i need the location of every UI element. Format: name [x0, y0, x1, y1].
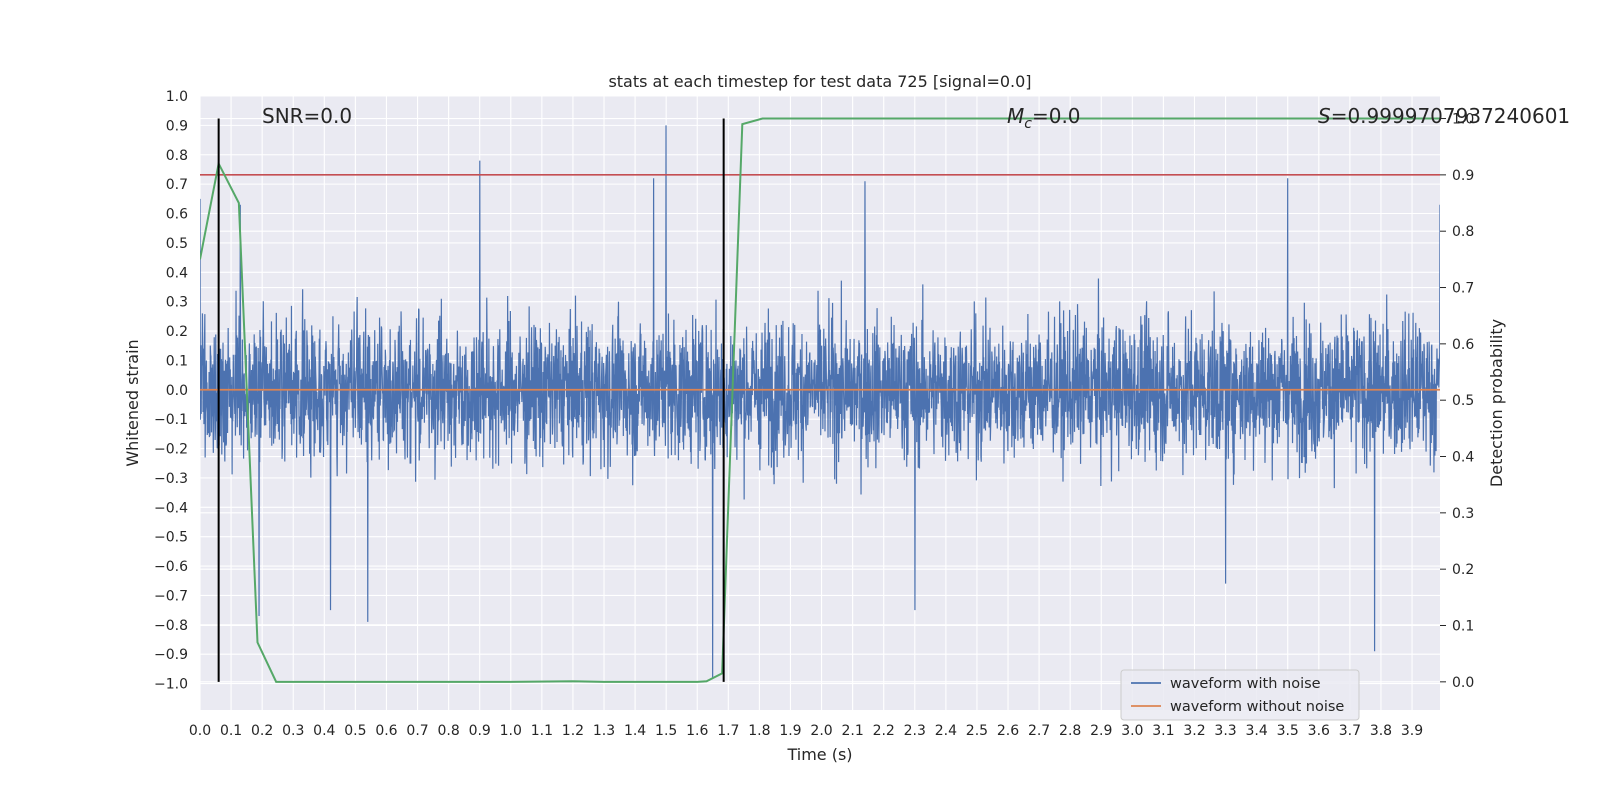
x-tick-label: 0.7: [406, 723, 428, 739]
x-tick-label: 1.1: [531, 723, 553, 739]
x-tick-label: 3.7: [1339, 723, 1361, 739]
x-tick-label: 2.0: [810, 723, 832, 739]
y-tick-label: −0.7: [154, 588, 188, 604]
y2-tick-label: 0.8: [1452, 224, 1474, 240]
chirp-mass-annotation: Mc=0.0: [1007, 104, 1081, 132]
x-tick-label: 3.8: [1370, 723, 1392, 739]
x-tick-label: 0.0: [189, 723, 211, 739]
x-tick-label: 3.3: [1214, 723, 1236, 739]
x-tick-label: 1.0: [500, 723, 522, 739]
x-tick-label: 3.0: [1121, 723, 1143, 739]
plot-area: [200, 117, 1440, 683]
x-tick-label: 2.9: [1090, 723, 1112, 739]
x-tick-labels: 0.0 0.1 0.2 0.3 0.4 0.5 0.6 0.7 0.8 0.9 1.0 1.1 1.2 1…: [189, 723, 1423, 739]
score-value: =0.9999707937240601: [1331, 104, 1570, 128]
y-tick-label: 0.1: [166, 353, 188, 369]
x-tick-label: 3.5: [1277, 723, 1299, 739]
x-tick-label: 1.9: [779, 723, 801, 739]
y-tick-label: 0.9: [166, 118, 188, 134]
y-tick-label: 0.4: [166, 265, 188, 281]
x-tick-label: 1.3: [593, 723, 615, 739]
x-tick-label: 0.9: [469, 723, 491, 739]
y-tick-label: −0.8: [154, 618, 188, 634]
y2-tick-labels: 0.0 0.1 0.2 0.3 0.4 0.5 0.6 0.7 0.8 0.9 1.0: [1440, 112, 1474, 691]
x-tick-label: 0.4: [313, 723, 335, 739]
x-tick-label: 2.4: [935, 723, 957, 739]
x-tick-label: 2.8: [1059, 723, 1081, 739]
y-tick-label: −0.3: [154, 471, 188, 487]
x-tick-label: 2.7: [1028, 723, 1050, 739]
legend-label-clean: waveform without noise: [1170, 699, 1344, 715]
x-tick-label: 1.4: [624, 723, 646, 739]
y-tick-label: −0.2: [154, 442, 188, 458]
y-tick-labels: −1.0 −0.9 −0.8 −0.7 −0.6 −0.5 −0.4 −0.3 −0.2 −0.1…: [154, 89, 188, 693]
y-tick-label: −1.0: [154, 677, 188, 693]
marker-layer: [217, 118, 725, 682]
snr-annotation: SNR=0.0: [262, 104, 352, 128]
y2-tick-label: 0.4: [1452, 450, 1474, 466]
y-tick-label: 0.0: [166, 383, 188, 399]
y2-tick-label: 0.9: [1452, 168, 1474, 184]
y-tick-label: −0.1: [154, 412, 188, 428]
y2-tick-label: 0.6: [1452, 337, 1474, 353]
x-tick-label: 0.5: [344, 723, 366, 739]
x-axis-label: Time (s): [786, 745, 852, 764]
x-tick-label: 0.2: [251, 723, 273, 739]
x-tick-label: 1.8: [748, 723, 770, 739]
y2-tick-label: 0.1: [1452, 619, 1474, 635]
y2-tick-label: 0.0: [1452, 675, 1474, 691]
x-tick-label: 2.1: [841, 723, 863, 739]
y2-axis-label: Detection probability: [1487, 319, 1506, 487]
x-tick-label: 3.6: [1308, 723, 1330, 739]
score-symbol: S: [1318, 104, 1331, 128]
x-tick-label: 2.5: [966, 723, 988, 739]
x-tick-label: 3.4: [1246, 723, 1268, 739]
probability-layer: [200, 117, 1440, 683]
y-tick-label: −0.5: [154, 530, 188, 546]
legend-label-noise: waveform with noise: [1170, 676, 1321, 692]
x-tick-label: 1.6: [686, 723, 708, 739]
x-tick-label: 0.1: [220, 723, 242, 739]
y-tick-label: 0.5: [166, 236, 188, 252]
x-tick-label: 1.5: [655, 723, 677, 739]
x-tick-label: 1.2: [562, 723, 584, 739]
y2-tick-label: 1.0: [1452, 112, 1474, 128]
x-tick-label: 3.2: [1183, 723, 1205, 739]
detection-probability-line: [200, 117, 1440, 683]
x-tick-label: 0.3: [282, 723, 304, 739]
chirp-mass-subscript: c: [1024, 116, 1032, 132]
y-tick-label: −0.4: [154, 500, 188, 516]
y2-tick-label: 0.7: [1452, 281, 1474, 297]
y-axis-label: Whitened strain: [123, 339, 142, 466]
x-tick-label: 2.2: [873, 723, 895, 739]
y-tick-label: −0.9: [154, 647, 188, 663]
x-tick-label: 0.8: [437, 723, 459, 739]
chirp-mass-value: =0.0: [1032, 104, 1081, 128]
y-tick-label: 0.8: [166, 148, 188, 164]
y-tick-label: 0.3: [166, 295, 188, 311]
y2-tick-label: 0.2: [1452, 562, 1474, 578]
x-tick-label: 0.6: [375, 723, 397, 739]
chart-title: stats at each timestep for test data 725…: [608, 72, 1031, 91]
x-tick-label: 3.9: [1401, 723, 1423, 739]
y-tick-label: 0.7: [166, 177, 188, 193]
score-annotation: S=0.9999707937240601: [1318, 104, 1570, 128]
x-tick-label: 3.1: [1152, 723, 1174, 739]
chirp-mass-symbol: M: [1007, 104, 1024, 128]
legend: waveform with noise waveform without noi…: [1120, 669, 1360, 721]
y-tick-label: 0.6: [166, 207, 188, 223]
y2-tick-label: 0.3: [1452, 506, 1474, 522]
legend-box: [1120, 669, 1360, 721]
y-tick-label: 0.2: [166, 324, 188, 340]
x-tick-label: 2.6: [997, 723, 1019, 739]
x-tick-label: 2.3: [904, 723, 926, 739]
y-tick-label: 1.0: [166, 89, 188, 105]
x-tick-label: 1.7: [717, 723, 739, 739]
y-tick-label: −0.6: [154, 559, 188, 575]
y2-tick-label: 0.5: [1452, 393, 1474, 409]
